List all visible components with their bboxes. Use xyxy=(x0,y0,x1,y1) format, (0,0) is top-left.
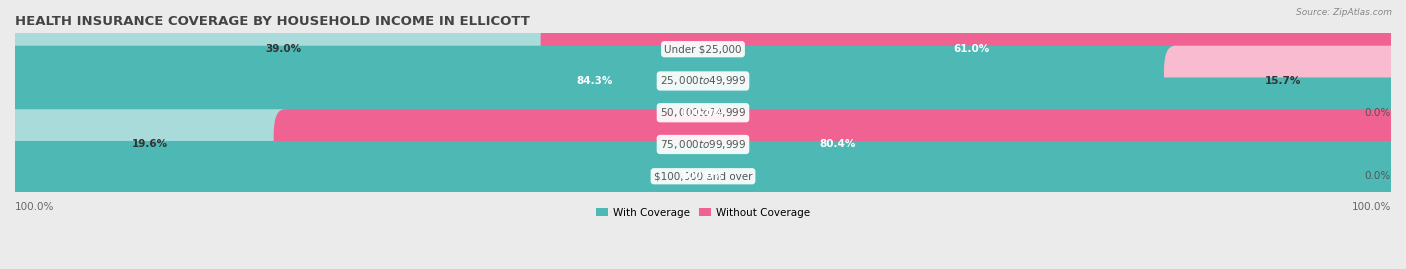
FancyBboxPatch shape xyxy=(541,14,1402,84)
FancyBboxPatch shape xyxy=(1164,46,1402,116)
Text: 100.0%: 100.0% xyxy=(1351,202,1391,212)
FancyBboxPatch shape xyxy=(4,109,1402,180)
FancyBboxPatch shape xyxy=(4,46,1187,116)
Text: 100.0%: 100.0% xyxy=(682,108,724,118)
FancyBboxPatch shape xyxy=(4,77,1402,148)
Text: 61.0%: 61.0% xyxy=(953,44,990,54)
Text: $100,000 and over: $100,000 and over xyxy=(654,171,752,181)
Text: 100.0%: 100.0% xyxy=(15,202,55,212)
FancyBboxPatch shape xyxy=(274,109,1402,180)
FancyBboxPatch shape xyxy=(4,46,1402,116)
Text: 84.3%: 84.3% xyxy=(576,76,613,86)
FancyBboxPatch shape xyxy=(4,109,295,180)
Text: 15.7%: 15.7% xyxy=(1265,76,1301,86)
Text: $25,000 to $49,999: $25,000 to $49,999 xyxy=(659,75,747,87)
Legend: With Coverage, Without Coverage: With Coverage, Without Coverage xyxy=(592,204,814,222)
Text: $50,000 to $74,999: $50,000 to $74,999 xyxy=(659,106,747,119)
Text: 100.0%: 100.0% xyxy=(682,171,724,181)
Text: 39.0%: 39.0% xyxy=(266,44,301,54)
Text: 0.0%: 0.0% xyxy=(1365,171,1391,181)
Text: Under $25,000: Under $25,000 xyxy=(664,44,742,54)
Text: 0.0%: 0.0% xyxy=(1365,108,1391,118)
FancyBboxPatch shape xyxy=(4,14,1402,84)
Text: $75,000 to $99,999: $75,000 to $99,999 xyxy=(659,138,747,151)
Text: HEALTH INSURANCE COVERAGE BY HOUSEHOLD INCOME IN ELLICOTT: HEALTH INSURANCE COVERAGE BY HOUSEHOLD I… xyxy=(15,15,530,28)
FancyBboxPatch shape xyxy=(4,77,1402,148)
FancyBboxPatch shape xyxy=(4,141,1402,211)
FancyBboxPatch shape xyxy=(4,14,562,84)
Text: 80.4%: 80.4% xyxy=(820,140,856,150)
Text: 19.6%: 19.6% xyxy=(132,140,167,150)
Text: Source: ZipAtlas.com: Source: ZipAtlas.com xyxy=(1296,8,1392,17)
FancyBboxPatch shape xyxy=(4,141,1402,211)
